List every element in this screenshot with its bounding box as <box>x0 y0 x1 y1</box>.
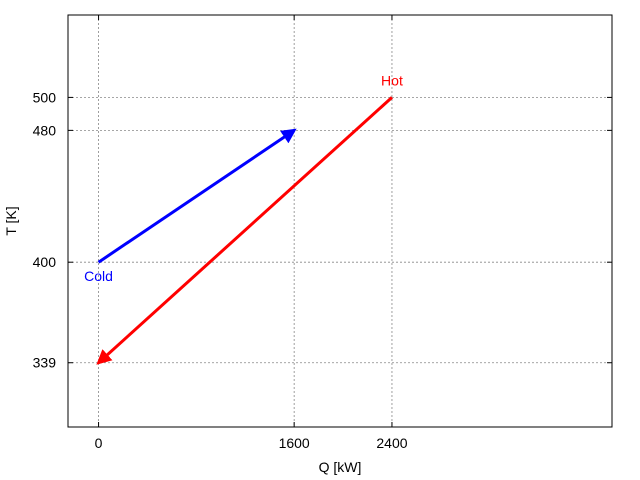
y-tick-label: 400 <box>33 254 57 270</box>
plot-area <box>67 14 613 428</box>
series-label-cold: Cold <box>84 268 113 284</box>
x-tick-label: 0 <box>95 435 103 451</box>
series-line-hot <box>96 96 393 365</box>
x-axis-label: Q [kW] <box>319 459 362 475</box>
series-group <box>96 96 393 365</box>
x-tick-label: 1600 <box>279 435 310 451</box>
tick-marks <box>68 15 612 427</box>
y-tick-label: 339 <box>33 355 57 371</box>
y-tick-label: 480 <box>33 122 57 138</box>
grid-lines <box>68 15 612 427</box>
y-axis-label: T [K] <box>3 206 19 235</box>
series-label-hot: Hot <box>381 72 403 88</box>
series-line-cold <box>97 128 297 264</box>
y-tick-label: 500 <box>33 89 57 105</box>
x-tick-label: 2400 <box>376 435 407 451</box>
